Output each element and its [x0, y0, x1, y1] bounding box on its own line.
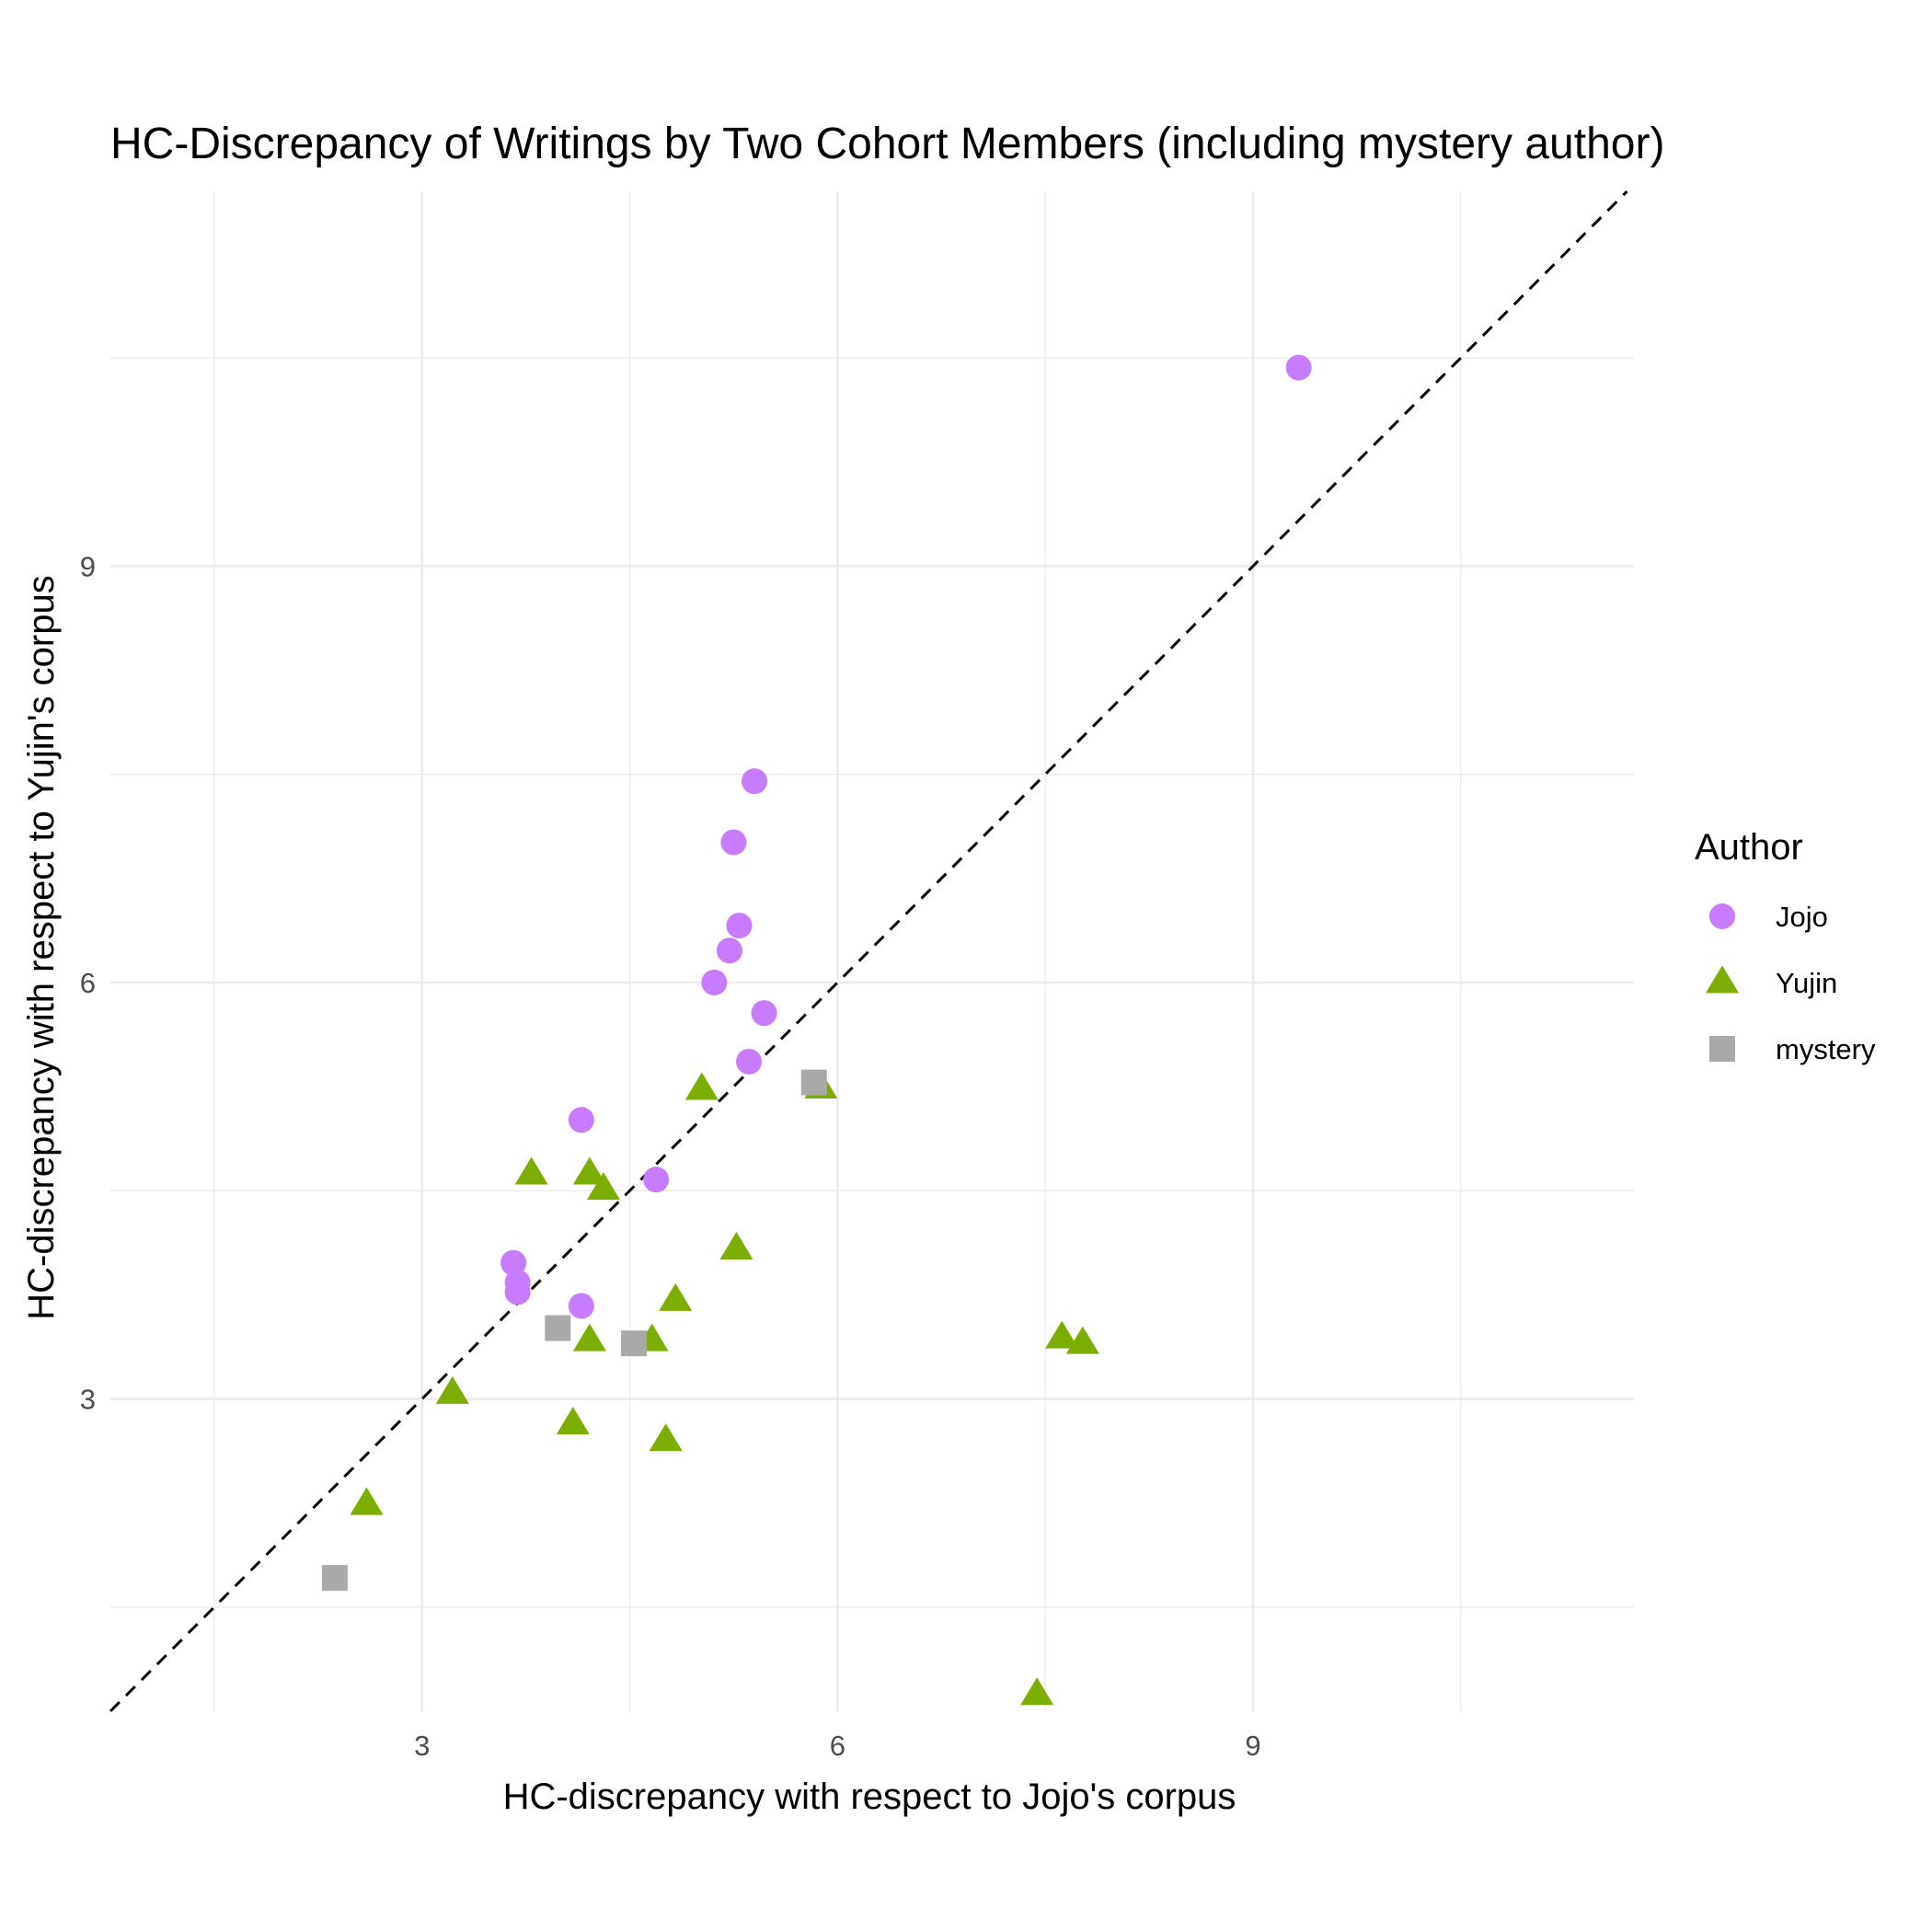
data-point-jojo [701, 969, 728, 995]
data-point-yujin [435, 1375, 469, 1404]
data-point-yujin [649, 1423, 683, 1452]
data-point-jojo [726, 913, 753, 939]
legend: Author Jojo Yujin mystery [1695, 827, 1876, 1065]
y-axis-label: HC-discrepancy with respect to Yujin's c… [21, 575, 62, 1319]
series-yujin [350, 1071, 1099, 1706]
y-tick-label: 3 [80, 1384, 96, 1416]
data-point-jojo [568, 1107, 594, 1133]
x-tick-label: 3 [414, 1730, 430, 1762]
data-point-jojo [500, 1249, 527, 1276]
data-point-jojo [504, 1279, 531, 1305]
grid [110, 191, 1634, 1711]
data-point-jojo [716, 937, 742, 964]
legend-label-yujin: Yujin [1776, 967, 1837, 999]
series-mystery [321, 1069, 827, 1592]
reference-line [109, 190, 1628, 1713]
data-point-yujin [514, 1156, 548, 1185]
data-point-mystery [545, 1315, 571, 1341]
data-point-yujin [572, 1156, 606, 1185]
legend-key-yujin [1706, 965, 1739, 994]
y-tick-label: 9 [80, 550, 96, 582]
data-point-yujin [572, 1323, 606, 1351]
data-point-yujin [719, 1232, 753, 1260]
data-point-yujin [1065, 1326, 1099, 1354]
x-tick-label: 6 [830, 1730, 845, 1762]
data-point-yujin [350, 1487, 384, 1515]
data-point-mystery [621, 1330, 648, 1357]
x-tick-label: 9 [1245, 1730, 1260, 1762]
legend-label-jojo: Jojo [1776, 901, 1828, 933]
data-point-jojo [742, 768, 768, 795]
legend-item-yujin: Yujin [1706, 965, 1837, 999]
data-point-jojo [643, 1167, 670, 1193]
data-point-mystery [800, 1069, 827, 1096]
data-point-jojo [568, 1293, 594, 1319]
data-point-jojo [1285, 354, 1312, 381]
legend-title: Author [1695, 827, 1803, 868]
y-tick-label: 6 [80, 967, 96, 999]
x-axis-label: HC-discrepancy with respect to Jojo's co… [503, 1777, 1236, 1817]
data-point-yujin [1045, 1320, 1079, 1349]
chart-title: HC-Discrepancy of Writings by Two Cohort… [110, 120, 1664, 168]
legend-item-jojo: Jojo [1709, 901, 1828, 933]
legend-key-mystery [1709, 1036, 1735, 1062]
tick-labels: 3 6 9 3 6 9 [80, 550, 1261, 1762]
legend-item-mystery: mystery [1709, 1033, 1876, 1065]
data-point-yujin [1020, 1677, 1054, 1706]
legend-label-mystery: mystery [1776, 1033, 1876, 1065]
legend-key-jojo [1709, 903, 1735, 929]
reference-line-layer [109, 190, 1628, 1713]
data-point-jojo [751, 1000, 777, 1027]
data-point-yujin [684, 1072, 719, 1100]
data-point-jojo [736, 1048, 763, 1075]
data-point-yujin [556, 1407, 590, 1435]
series-jojo [500, 354, 1312, 1319]
data-point-mystery [321, 1565, 348, 1592]
data-point-jojo [720, 829, 747, 856]
data-points [321, 354, 1312, 1706]
data-point-yujin [586, 1172, 620, 1201]
data-point-yujin [659, 1282, 693, 1311]
